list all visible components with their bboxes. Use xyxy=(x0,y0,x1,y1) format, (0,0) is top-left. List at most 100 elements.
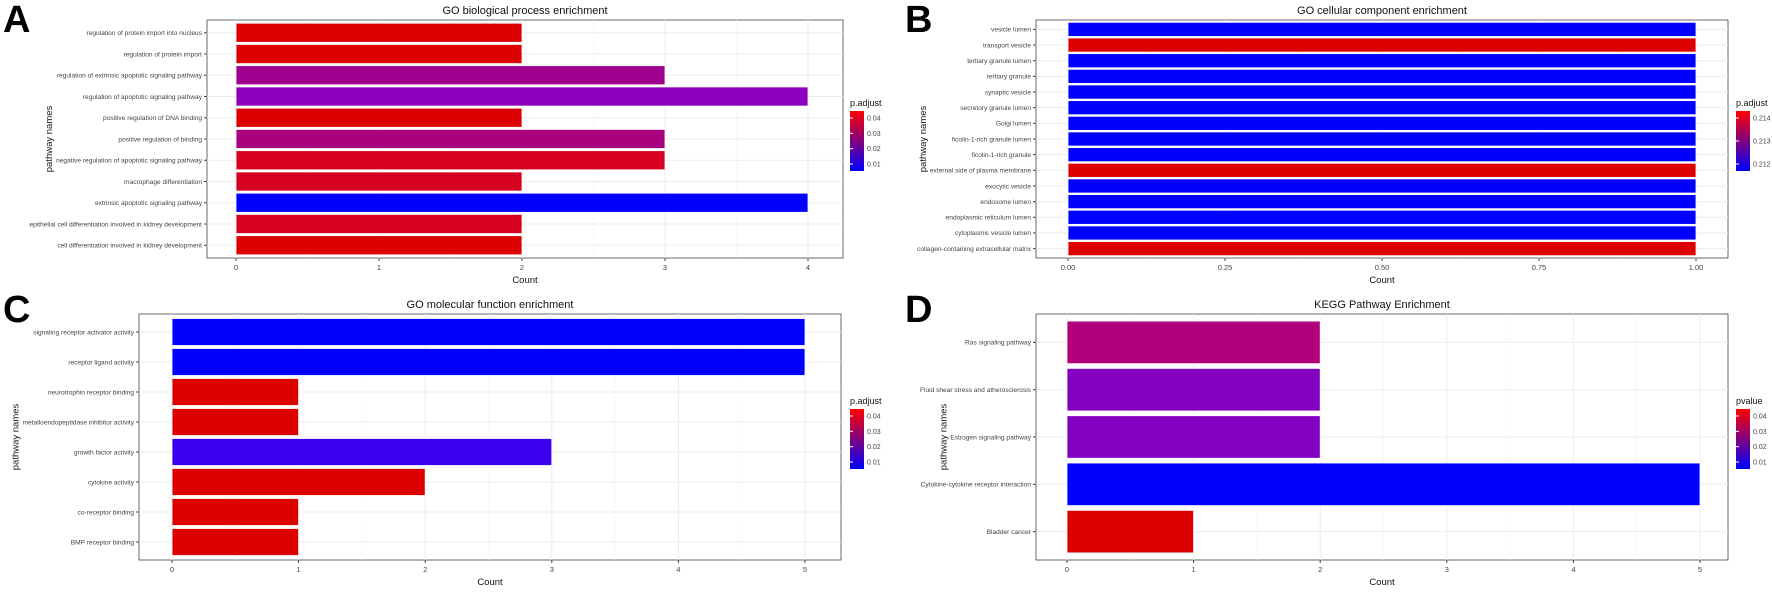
y-tick-label: ficolin-1-rich granule lumen xyxy=(952,136,1031,143)
bar xyxy=(235,65,666,86)
panel-B: B GO cellular component enrichment 0.00 0.2… xyxy=(905,0,1771,286)
x-tick-label: 0.75 xyxy=(1532,263,1547,272)
y-tick-label: cytoplasmic vesicle lumen xyxy=(955,230,1032,237)
x-tick-label: 2 xyxy=(1318,565,1322,574)
panel-letter: D xyxy=(905,289,932,331)
bar xyxy=(1067,194,1697,210)
legend-tick-label: 0.01 xyxy=(867,460,881,467)
y-tick-label: signaling receptor activator activity xyxy=(33,329,134,336)
y-tick-label: positive regulation of binding xyxy=(118,136,202,143)
bar xyxy=(1067,178,1697,194)
bar xyxy=(171,378,299,406)
bar xyxy=(1067,225,1697,241)
x-axis-label: Count xyxy=(1369,275,1395,286)
panel-A: A GO biological process enrichment 0 1 2 3 4 re… xyxy=(3,0,882,286)
bar xyxy=(235,192,809,213)
bar xyxy=(171,318,806,346)
bar xyxy=(1067,209,1697,225)
bar xyxy=(235,44,523,64)
y-tick-label: cell differentiation involved in kidney … xyxy=(57,243,202,250)
legend-tick-label: 0.214 xyxy=(1753,116,1771,123)
legend-tick-label: 0.01 xyxy=(867,162,881,169)
x-tick-label: 1 xyxy=(377,263,381,272)
bar xyxy=(1066,415,1321,459)
x-tick-label: 1 xyxy=(297,565,301,574)
x-tick-label: 0.00 xyxy=(1061,263,1076,272)
chart-title: GO biological process enrichment xyxy=(442,5,607,17)
legend-tick-label: 0.03 xyxy=(867,429,881,436)
bar xyxy=(1066,509,1194,554)
y-tick-label: tertiary granule lumen xyxy=(967,58,1031,65)
x-tick-label: 5 xyxy=(803,565,807,574)
y-tick-label: transport vesicle xyxy=(983,42,1031,49)
y-tick-label: tertiary granule xyxy=(987,74,1031,81)
x-tick-label: 3 xyxy=(1445,565,1449,574)
bar xyxy=(235,22,523,43)
bar xyxy=(235,171,523,192)
y-tick-label: cytokine activity xyxy=(88,479,135,486)
x-tick-label: 1 xyxy=(1192,565,1196,574)
y-axis-label: pathway names xyxy=(918,105,929,172)
bar xyxy=(171,408,299,436)
legend-tick-label: 0.01 xyxy=(1753,460,1767,467)
y-tick-label: Fluid shear stress and atherosclerosis xyxy=(920,387,1032,394)
x-tick-label: 0 xyxy=(1065,565,1069,574)
y-tick-label: neurotrophin receptor binding xyxy=(48,389,134,396)
legend-tick-label: 0.03 xyxy=(1753,429,1767,436)
bar xyxy=(1066,320,1321,365)
x-tick-label: 2 xyxy=(520,263,524,272)
bar xyxy=(1067,241,1697,257)
bar xyxy=(171,498,299,526)
x-axis-label: Count xyxy=(1369,577,1395,588)
y-tick-label: Bladder cancer xyxy=(987,529,1032,536)
y-tick-label: endosome lumen xyxy=(980,199,1031,206)
y-tick-label: Cytokine-cytokine receptor interaction xyxy=(921,482,1032,489)
y-tick-label: exocytic vesicle xyxy=(985,183,1031,190)
legend-title: p.adjust xyxy=(1736,98,1768,108)
y-tick-label: epithelial cell differentiation involved… xyxy=(29,221,202,228)
bar xyxy=(235,150,666,171)
panel-letter: A xyxy=(3,0,30,41)
x-tick-label: 4 xyxy=(1571,565,1575,574)
legend: pvalue 0.04 0.03 0.02 0.01 xyxy=(1736,396,1767,469)
x-axis-label: Count xyxy=(512,275,538,286)
legend-tick-label: 0.02 xyxy=(867,444,881,451)
bar xyxy=(1067,131,1697,147)
x-tick-label: 1.00 xyxy=(1689,263,1704,272)
legend-title: p.adjust xyxy=(850,396,882,406)
x-tick-label: 2 xyxy=(423,565,427,574)
bar xyxy=(171,528,299,556)
y-tick-label: regulation of protein import xyxy=(124,51,203,58)
y-axis-label: pathway names xyxy=(44,105,55,172)
legend-tick-label: 0.03 xyxy=(867,131,881,138)
x-tick-label: 0 xyxy=(170,565,174,574)
legend-tick-label: 0.02 xyxy=(1753,444,1767,451)
y-axis-label: pathway names xyxy=(11,403,22,470)
y-tick-label: collagen-containing extracellular matrix xyxy=(917,246,1032,253)
bar xyxy=(235,107,523,128)
bar xyxy=(1067,53,1697,69)
y-tick-label: co-receptor binding xyxy=(78,509,135,516)
chart-title: GO molecular function enrichment xyxy=(407,299,574,311)
y-tick-label: BMP receptor binding xyxy=(71,539,135,546)
y-tick-label: endoplasmic reticulum lumen xyxy=(946,215,1032,222)
bar xyxy=(1066,368,1321,412)
panel-letter: B xyxy=(905,0,932,41)
x-tick-label: 0.50 xyxy=(1375,263,1390,272)
y-tick-label: synaptic vesicle xyxy=(985,89,1032,96)
x-tick-label: 0 xyxy=(234,263,238,272)
bar xyxy=(1067,115,1697,131)
color-bar xyxy=(1736,111,1750,171)
bar xyxy=(235,86,809,107)
y-tick-label: vesicle lumen xyxy=(991,27,1031,34)
color-bar xyxy=(850,111,864,171)
x-axis-label: Count xyxy=(477,577,503,588)
panel-C: C GO molecular function enrichment 0 1 2 3 4 5 s… xyxy=(3,289,882,588)
x-tick-label: 4 xyxy=(806,263,810,272)
y-tick-label: extrinsic apoptotic signaling pathway xyxy=(95,200,203,207)
y-tick-label: regulation of apoptotic signaling pathwa… xyxy=(83,94,203,101)
bar xyxy=(1067,147,1697,163)
chart-title: GO cellular component enrichment xyxy=(1297,5,1467,17)
legend-tick-label: 0.02 xyxy=(867,146,881,153)
